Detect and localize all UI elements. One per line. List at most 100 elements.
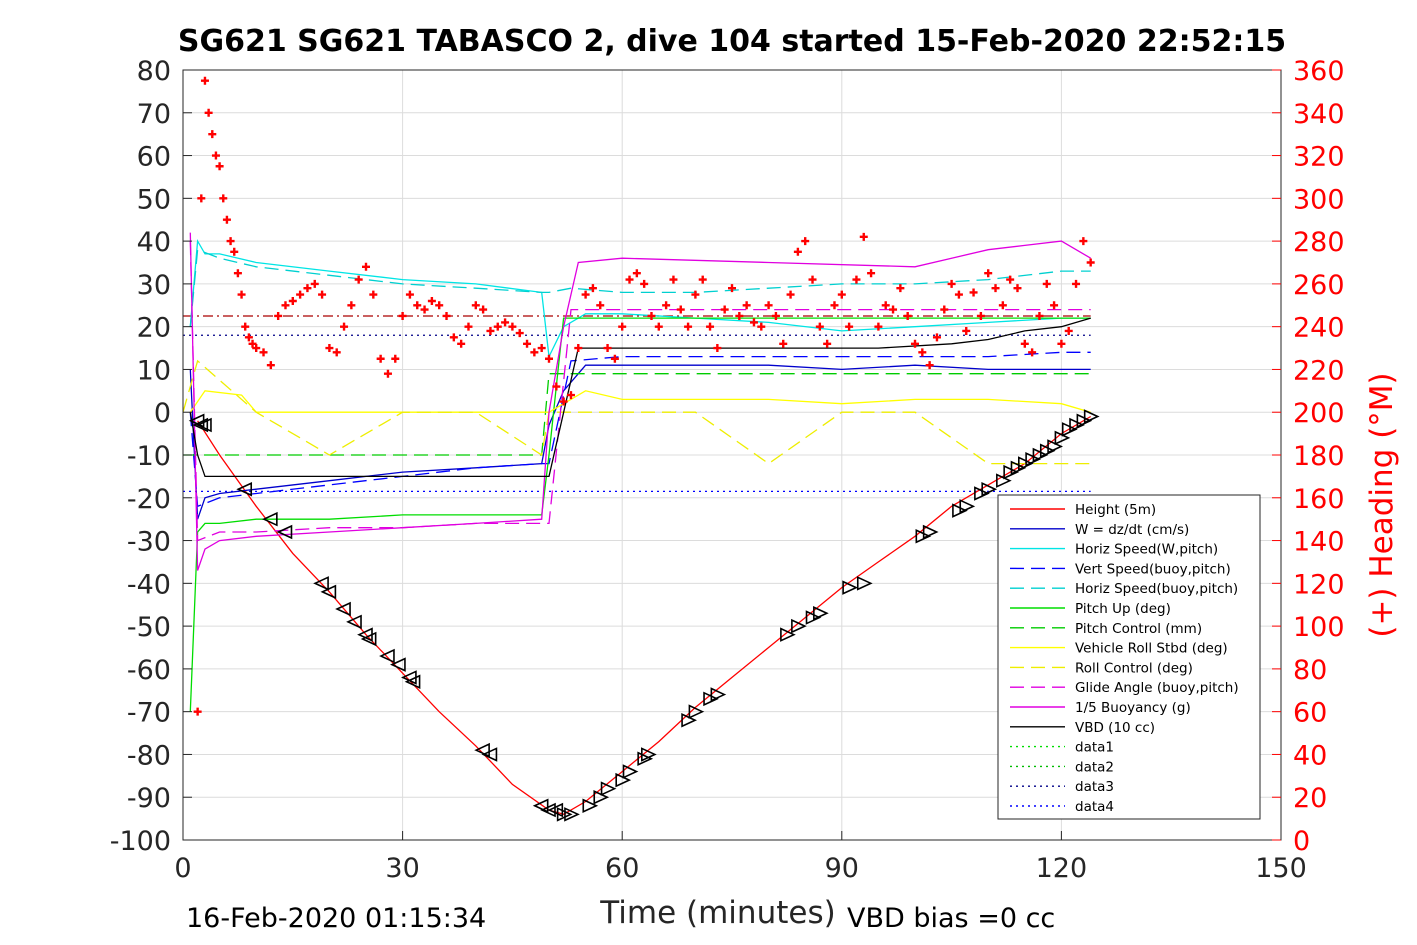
- heading-point: [310, 279, 319, 288]
- heading-point: [610, 354, 619, 363]
- legend-label: data2: [1075, 759, 1114, 775]
- legend-label: Vehicle Roll Stbd (deg): [1075, 641, 1228, 657]
- heading-point: [340, 322, 349, 331]
- y-tick-label: -10: [127, 441, 171, 472]
- vbd-marker: [959, 499, 976, 514]
- heading-point: [274, 311, 283, 320]
- heading-point: [757, 322, 766, 331]
- heading-point: [654, 322, 663, 331]
- y-tick-label: 0: [154, 398, 171, 429]
- vbd-marker: [1039, 443, 1056, 458]
- legend-label: data1: [1075, 740, 1114, 756]
- heading-point: [435, 301, 444, 310]
- heading-point: [376, 354, 385, 363]
- heading-point: [1072, 279, 1081, 288]
- heading-point: [383, 369, 392, 378]
- heading-point: [215, 162, 224, 171]
- legend-label: Pitch Control (mm): [1075, 621, 1202, 637]
- vbd-marker: [481, 747, 498, 762]
- y2-tick-label: 80: [1293, 655, 1327, 686]
- heading-point: [1042, 279, 1051, 288]
- heading-point: [303, 284, 312, 293]
- vbd-marker: [780, 627, 796, 642]
- y2-tick-label: 100: [1293, 612, 1345, 643]
- vbd-marker: [600, 781, 617, 796]
- y2-tick-label: 180: [1293, 441, 1345, 472]
- heading-point: [845, 322, 854, 331]
- heading-point: [204, 108, 213, 117]
- heading-point: [801, 237, 810, 246]
- heading-point: [413, 301, 422, 310]
- y-tick-label: -60: [127, 655, 171, 686]
- heading-point: [618, 322, 627, 331]
- heading-point: [793, 247, 802, 256]
- heading-point: [830, 301, 839, 310]
- heading-point: [1079, 237, 1088, 246]
- x-tick-label: 30: [385, 853, 419, 884]
- vbd-marker: [805, 610, 822, 625]
- legend-label: W = dz/dt (cm/s): [1075, 522, 1189, 538]
- legend-label: Roll Control (deg): [1075, 660, 1193, 676]
- heading-point: [749, 318, 758, 327]
- y-tick-label: -40: [127, 569, 171, 600]
- heading-point: [266, 361, 275, 370]
- y2-tick-label: 20: [1293, 783, 1327, 814]
- x-tick-label: 120: [1036, 853, 1088, 884]
- heading-point: [640, 279, 649, 288]
- heading-point: [230, 247, 239, 256]
- heading-point: [859, 232, 868, 241]
- heading-point: [530, 348, 539, 357]
- vbd-marker: [593, 789, 610, 805]
- vbd-marker: [1061, 422, 1078, 437]
- vbd-marker: [641, 747, 657, 762]
- vbd-marker: [710, 687, 727, 702]
- heading-point: [728, 284, 736, 293]
- vbd-marker: [842, 580, 859, 595]
- x-tick-label: 60: [605, 853, 639, 884]
- x-tick-label: 150: [1255, 853, 1307, 884]
- heading-point: [837, 290, 846, 299]
- heading-point: [244, 333, 253, 342]
- heading-point: [405, 290, 414, 299]
- series-line-7: [189, 390, 1091, 413]
- footer-vbd-bias: VBD bias =0 cc: [847, 903, 1055, 934]
- vbd-marker: [532, 798, 549, 814]
- heading-point: [296, 290, 305, 299]
- heading-point: [545, 354, 553, 363]
- heading-point: [603, 344, 612, 353]
- heading-point: [574, 344, 583, 353]
- vbd-marker: [1003, 464, 1020, 480]
- heading-point: [918, 348, 927, 357]
- heading-point: [742, 301, 751, 310]
- vbd-marker: [703, 691, 719, 707]
- y2-tick-label: 160: [1293, 484, 1345, 515]
- legend-label: Horiz Speed(buoy,pitch): [1075, 581, 1238, 597]
- y-tick-label: -90: [127, 783, 171, 814]
- heading-point: [1006, 275, 1015, 284]
- heading-point: [1035, 311, 1044, 320]
- heading-point: [925, 361, 934, 370]
- y-axis-right: 3603403203002802602402202001801601401201…: [1272, 56, 1345, 857]
- heading-point: [815, 322, 824, 331]
- vbd-marker: [192, 417, 209, 433]
- heading-point: [508, 322, 517, 331]
- heading-point: [1020, 339, 1029, 348]
- x-tick-label: 90: [825, 853, 859, 884]
- heading-point: [735, 311, 744, 320]
- y2-tick-label: 120: [1293, 569, 1345, 600]
- legend-label: data4: [1075, 799, 1114, 815]
- y-tick-label: 80: [137, 56, 171, 87]
- heading-point: [669, 275, 678, 284]
- heading-point: [889, 305, 898, 314]
- x-tick-label: 0: [174, 853, 191, 884]
- y2-tick-label: 200: [1293, 398, 1345, 429]
- vbd-marker: [1047, 439, 1063, 454]
- heading-point: [420, 305, 429, 314]
- y2-tick-label: 320: [1293, 142, 1345, 173]
- vbd-marker: [952, 503, 968, 518]
- heading-point: [464, 322, 473, 331]
- vbd-marker: [856, 576, 873, 591]
- heading-point: [954, 290, 963, 299]
- heading-point: [354, 275, 363, 284]
